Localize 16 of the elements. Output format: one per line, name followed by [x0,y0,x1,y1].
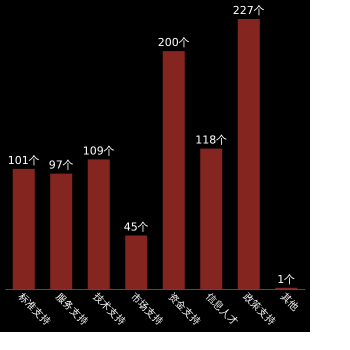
x-tick-label: 市场支持 [128,290,166,328]
x-tick-label: 服务支持 [53,290,90,328]
data-label: 1个 [277,272,296,286]
data-label: 227个 [232,4,265,17]
data-label: 101个 [8,154,40,167]
data-label: 118个 [195,134,228,147]
x-tick-label: 标准支持 [15,290,53,328]
x-tick-label: 技术支持 [90,290,128,328]
x-tick-label: 其他 [278,290,302,314]
data-label: 109个 [82,144,115,158]
data-label: 97个 [48,158,74,172]
x-tick-label: 资金支持 [166,290,203,328]
data-label: 45个 [124,220,149,234]
x-tick-label: 信息人才 [203,290,240,328]
data-label: 200个 [158,36,190,50]
x-tick-label: 政策支持 [240,290,278,328]
